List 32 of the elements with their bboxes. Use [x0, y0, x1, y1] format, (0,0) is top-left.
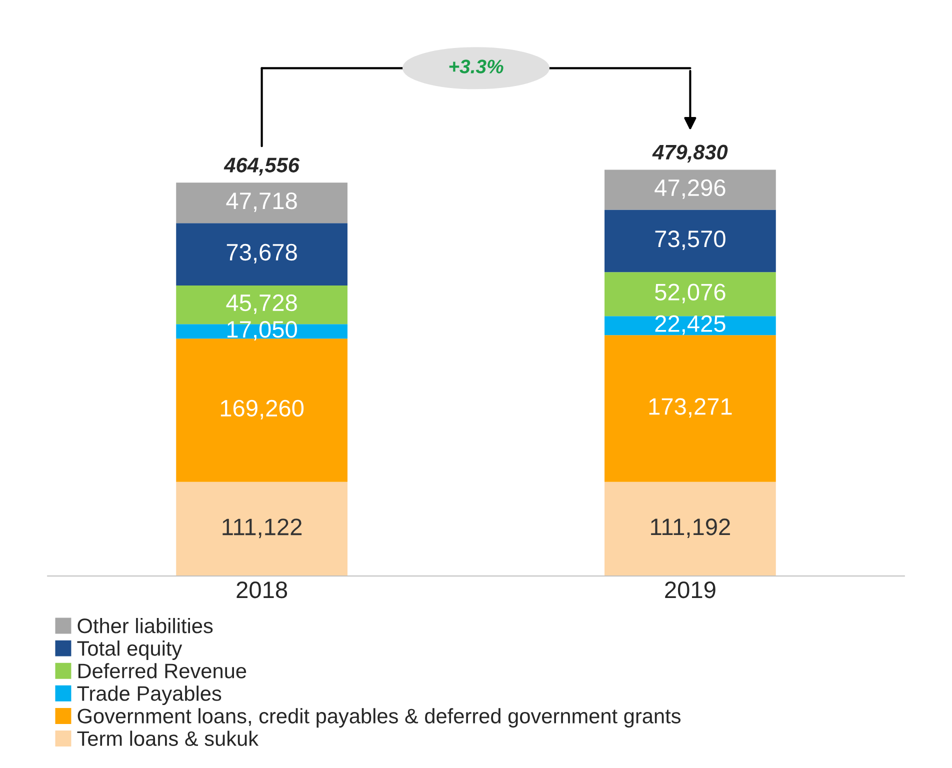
legend-label: Other liabilities — [78, 618, 213, 634]
data-label: 169,260 — [220, 400, 304, 420]
legend-label: Term loans & sukuk — [77, 730, 259, 746]
bar — [176, 182, 348, 224]
data-label: 47,718 — [226, 192, 297, 212]
total-label: 464,556 — [224, 158, 300, 176]
bar — [176, 338, 348, 482]
data-label: 111,192 — [651, 518, 730, 538]
text: +3.3% — [449, 60, 504, 74]
data-label: 45,728 — [226, 294, 297, 314]
data-label: 47,296 — [654, 179, 726, 199]
data-label: 73,570 — [655, 230, 726, 250]
bar — [604, 335, 776, 482]
legend-label: Deferred Revenue — [78, 663, 246, 678]
bar — [604, 170, 776, 210]
bar — [176, 482, 348, 576]
data-label: 52,076 — [655, 284, 726, 304]
data-label: 173,271 — [649, 398, 732, 418]
data-label: 22,425 — [655, 315, 726, 335]
bar — [604, 482, 776, 576]
legend-label: Government loans, credit payables & deferred government grants — [78, 708, 681, 728]
x-tick-label: 2019 — [665, 581, 716, 598]
total-label: 479,830 — [652, 144, 728, 163]
bar — [176, 223, 348, 286]
bar — [604, 210, 776, 272]
x-tick-label: 2018 — [236, 581, 288, 598]
legend-label: Total equity — [77, 640, 182, 660]
data-label: 17,050 — [227, 321, 297, 341]
bar — [604, 272, 776, 316]
legend-label: Trade Payables — [77, 686, 222, 706]
data-label: 111,122 — [222, 518, 302, 538]
data-label: 73,678 — [226, 244, 297, 264]
